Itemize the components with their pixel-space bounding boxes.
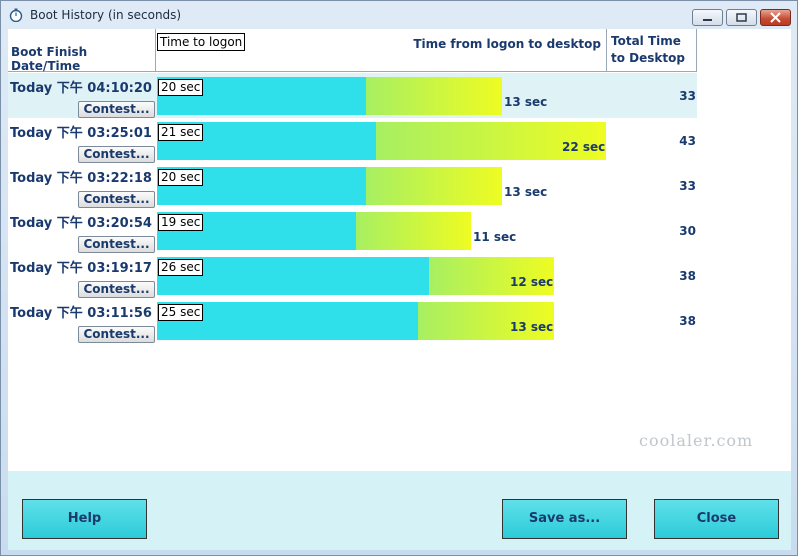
desktop-time-bar	[376, 122, 606, 160]
desktop-time-label: 13 sec	[504, 185, 548, 199]
column-header-desktop-label: Time from logon to desktop	[413, 37, 601, 51]
total-time: 38	[679, 269, 696, 283]
total-time: 33	[679, 179, 696, 193]
logon-time-label: 25 sec	[158, 304, 204, 321]
desktop-time-label: 13 sec	[510, 320, 554, 334]
contest-button[interactable]: Contest...	[78, 281, 155, 298]
boot-history-list: Boot Finish Date/Time Time to logon Time…	[8, 29, 791, 550]
column-header-logon-label: Time to logon	[157, 33, 246, 51]
boot-date-time: Today 下午 03:25:01	[10, 126, 152, 141]
button-bar: Help Save as... Close	[8, 471, 791, 550]
column-header-times[interactable]: Time to logon Time from logon to desktop	[156, 29, 607, 72]
watermark: coolaler.com	[639, 431, 754, 450]
column-header-total-label: Total Time to Desktop	[611, 34, 685, 65]
boot-date-time: Today 下午 04:10:20	[10, 81, 152, 96]
desktop-time-label: 12 sec	[510, 275, 554, 289]
logon-time-label: 19 sec	[158, 214, 204, 231]
window-title: Boot History (in seconds)	[30, 8, 182, 22]
maximize-icon	[736, 13, 747, 22]
boot-date-time: Today 下午 03:19:17	[10, 261, 152, 276]
logon-time-label: 20 sec	[158, 79, 204, 96]
boot-date-time: Today 下午 03:20:54	[10, 216, 152, 231]
logon-time-label: 26 sec	[158, 259, 204, 276]
total-time: 43	[679, 134, 696, 148]
minimize-icon	[703, 19, 712, 21]
maximize-button[interactable]	[726, 9, 757, 26]
logon-time-label: 20 sec	[158, 169, 204, 186]
desktop-time-label: 22 sec	[562, 140, 606, 154]
desktop-time-bar	[366, 77, 502, 115]
desktop-time-bar	[418, 302, 554, 340]
boot-date-time: Today 下午 03:11:56	[10, 306, 152, 321]
contest-button[interactable]: Contest...	[78, 101, 155, 118]
logon-time-label: 21 sec	[158, 124, 204, 141]
contest-button[interactable]: Contest...	[78, 191, 155, 208]
total-time: 38	[679, 314, 696, 328]
column-header-total[interactable]: Total Time to Desktop	[607, 29, 697, 72]
title-bar[interactable]: Boot History (in seconds)	[1, 1, 797, 29]
table-row[interactable]: Today 下午 03:20:54 Contest... 19 sec 11 sec 3…	[8, 208, 697, 253]
column-header-date[interactable]: Boot Finish Date/Time	[8, 29, 156, 73]
close-button[interactable]: Close	[654, 499, 779, 539]
stopwatch-icon	[9, 8, 23, 22]
table-row[interactable]: Today 下午 03:22:18 Contest... 20 sec 13 sec 3…	[8, 163, 697, 208]
close-icon	[770, 12, 781, 23]
contest-button[interactable]: Contest...	[78, 236, 155, 253]
desktop-time-label: 11 sec	[473, 230, 517, 244]
close-window-button[interactable]	[760, 9, 791, 26]
desktop-time-bar	[356, 212, 471, 250]
total-time: 33	[679, 89, 696, 103]
table-row[interactable]: Today 下午 03:19:17 Contest... 26 sec 12 sec 3…	[8, 253, 697, 298]
minimize-button[interactable]	[692, 9, 723, 26]
boot-date-time: Today 下午 03:22:18	[10, 171, 152, 186]
help-button[interactable]: Help	[22, 499, 147, 539]
save-as-button[interactable]: Save as...	[502, 499, 627, 539]
desktop-time-bar	[429, 257, 554, 295]
desktop-time-label: 13 sec	[504, 95, 548, 109]
column-header-date-label: Boot Finish Date/Time	[11, 45, 88, 73]
contest-button[interactable]: Contest...	[78, 326, 155, 343]
desktop-time-bar	[366, 167, 502, 205]
table-row[interactable]: Today 下午 03:25:01 Contest... 21 sec 22 sec 4…	[8, 118, 697, 163]
contest-button[interactable]: Contest...	[78, 146, 155, 163]
total-time: 30	[679, 224, 696, 238]
table-row[interactable]: Today 下午 04:10:20 Contest... 20 sec 13 sec 3…	[8, 73, 697, 118]
table-row[interactable]: Today 下午 03:11:56 Contest... 25 sec 13 sec 3…	[8, 298, 697, 343]
